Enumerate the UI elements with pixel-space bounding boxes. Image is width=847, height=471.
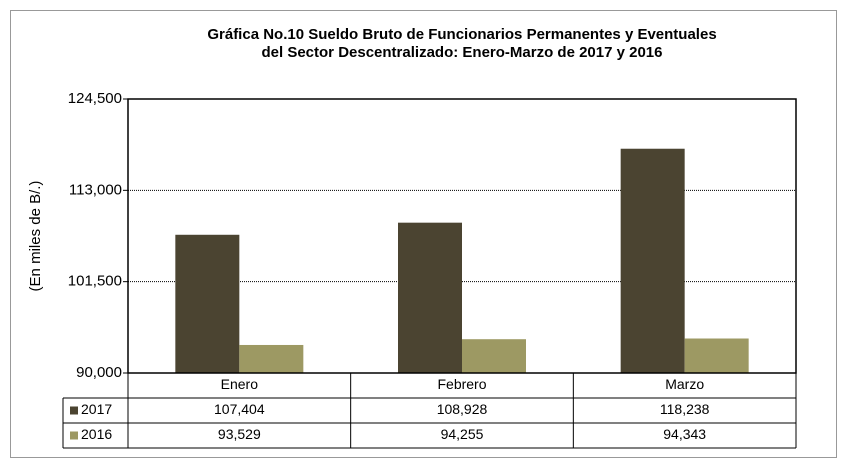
bar xyxy=(175,234,240,373)
bar xyxy=(239,344,304,373)
legend-swatch xyxy=(70,406,78,415)
bar xyxy=(684,338,749,373)
legend-label: 2016 xyxy=(81,426,112,442)
data-label: 118,238 xyxy=(660,401,710,417)
y-tick-label: 113,000 xyxy=(69,181,122,198)
plot-border xyxy=(127,98,797,374)
data-label: 93,529 xyxy=(218,426,261,442)
y-axis-label: (En miles de B/.) xyxy=(27,181,44,292)
data-label: 94,343 xyxy=(663,426,706,442)
chart-title: del Sector Descentralizado: Enero-Marzo … xyxy=(262,44,663,61)
y-tick-label: 90,000 xyxy=(76,364,122,381)
bar xyxy=(620,148,685,373)
legend-swatch xyxy=(70,431,78,440)
bar xyxy=(462,339,526,373)
data-label: 94,255 xyxy=(441,426,484,442)
y-tick-label: 101,500 xyxy=(68,273,122,290)
x-tick-label: Febrero xyxy=(437,376,486,392)
bar xyxy=(398,222,462,373)
x-tick-label: Enero xyxy=(221,376,259,392)
data-label: 107,404 xyxy=(214,401,265,417)
x-tick-label: Marzo xyxy=(665,376,704,392)
legend-label: 2017 xyxy=(81,401,112,417)
chart-title: Gráfica No.10 Sueldo Bruto de Funcionari… xyxy=(207,26,716,43)
y-tick-label: 124,500 xyxy=(68,90,122,107)
data-label: 108,928 xyxy=(437,401,488,417)
